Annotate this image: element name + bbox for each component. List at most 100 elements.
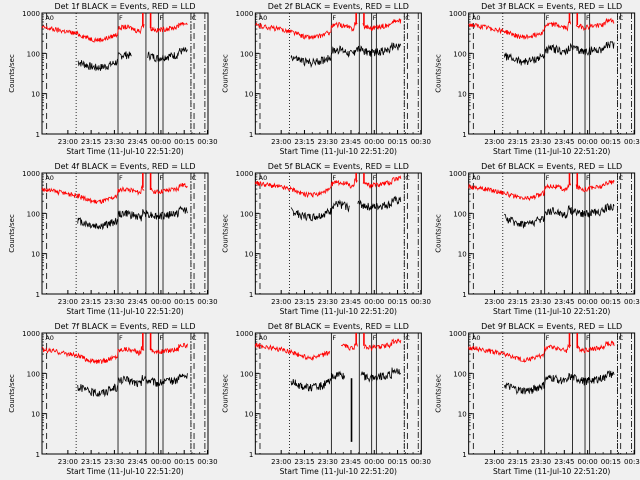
x-tick-label: 23:00 xyxy=(58,458,78,466)
y-tick-label: 1 xyxy=(249,291,253,299)
y-tick-label: 1000 xyxy=(22,170,40,178)
detector-panel: Det 1f BLACK = Events, RED = LLD 1000 100 1… xyxy=(8,2,218,156)
x-tick-label: 23:45 xyxy=(554,458,574,466)
marker-label: F xyxy=(332,334,336,342)
marker-label: F xyxy=(119,14,123,22)
x-axis-label: Start Time (11-Jul-10 22:51:20) xyxy=(493,467,610,476)
marker-label: A0 xyxy=(472,334,481,342)
x-tick-label: 23:15 xyxy=(81,458,101,466)
marker-label: F xyxy=(373,334,377,342)
y-axis-label: Counts/sec xyxy=(8,214,16,253)
x-tick-label: 00:15 xyxy=(387,298,407,306)
y-tick-label: 100 xyxy=(453,50,466,58)
x-tick-label: 23:15 xyxy=(294,138,314,146)
x-tick-label: 23:45 xyxy=(341,138,361,146)
x-tick-label: 23:15 xyxy=(294,458,314,466)
y-axis-label: Counts/sec xyxy=(435,374,443,413)
x-tick-label: 00:15 xyxy=(601,298,621,306)
marker-label: A0 xyxy=(45,14,54,22)
x-tick-label: 00:00 xyxy=(364,458,384,466)
x-tick-label: 00:30 xyxy=(624,298,640,306)
lld-series-line xyxy=(254,338,402,362)
marker-label: A0 xyxy=(259,14,268,22)
y-tick-label: 10 xyxy=(244,251,253,259)
x-tick-label: 23:45 xyxy=(554,138,574,146)
marker-label: C xyxy=(192,334,197,342)
marker-label: F xyxy=(119,334,123,342)
x-tick-label: 23:00 xyxy=(271,458,291,466)
x-axis-label: Start Time (11-Jul-10 22:51:20) xyxy=(280,307,397,316)
x-axis-label: Start Time (11-Jul-10 22:51:20) xyxy=(493,147,610,156)
marker-label: C xyxy=(192,14,197,22)
y-axis-label: Counts/sec xyxy=(221,54,229,93)
marker-label: A0 xyxy=(259,334,268,342)
lld-series-line xyxy=(468,340,615,363)
x-tick-label: 23:15 xyxy=(508,298,528,306)
events-series-line xyxy=(504,203,615,229)
y-axis-label: Counts/sec xyxy=(8,54,16,93)
lld-series-line xyxy=(41,182,188,205)
marker-label: F xyxy=(373,174,377,182)
plot-frame xyxy=(41,172,209,295)
lld-series-line xyxy=(254,175,402,199)
detector-panel: Det 5f BLACK = Events, RED = LLD 1000 100 1… xyxy=(221,162,431,316)
marker-label: F xyxy=(546,14,550,22)
x-axis-label: Start Time (11-Jul-10 22:51:20) xyxy=(280,467,397,476)
y-axis-label: Counts/sec xyxy=(221,214,229,253)
x-tick-label: 00:30 xyxy=(624,458,640,466)
y-tick-label: 1 xyxy=(36,131,40,139)
x-tick-label: 23:30 xyxy=(531,458,551,466)
x-tick-label: 00:15 xyxy=(387,458,407,466)
x-tick-label: 23:45 xyxy=(128,298,148,306)
x-tick-label: 23:15 xyxy=(81,138,101,146)
x-tick-label: 23:15 xyxy=(294,298,314,306)
marker-label: F xyxy=(332,14,336,22)
y-tick-label: 1 xyxy=(249,131,253,139)
marker-label: F xyxy=(546,334,550,342)
x-tick-label: 00:30 xyxy=(411,298,431,306)
marker-label: A0 xyxy=(45,334,54,342)
y-tick-label: 1000 xyxy=(22,10,40,18)
detector-panel: Det 4f BLACK = Events, RED = LLD 1000 100 1… xyxy=(8,162,218,316)
marker-label: A0 xyxy=(259,174,268,182)
y-tick-label: 1 xyxy=(462,451,466,459)
events-series-line xyxy=(290,42,402,69)
marker-label: C xyxy=(619,334,624,342)
y-tick-label: 1 xyxy=(36,291,40,299)
x-tick-label: 23:00 xyxy=(271,138,291,146)
x-tick-label: 23:45 xyxy=(341,458,361,466)
panel-title: Det 5f BLACK = Events, RED = LLD xyxy=(268,162,409,171)
marker-label: F xyxy=(586,14,590,22)
x-tick-label: 00:30 xyxy=(624,138,640,146)
marker-label: F xyxy=(586,334,590,342)
x-tick-label: 00:30 xyxy=(197,138,217,146)
detector-panel: Det 8f BLACK = Events, RED = LLD 1000 100 1… xyxy=(221,322,431,476)
x-tick-label: 23:30 xyxy=(318,458,338,466)
x-tick-label: 23:15 xyxy=(508,458,528,466)
y-tick-label: 100 xyxy=(27,210,40,218)
x-tick-label: 23:15 xyxy=(81,298,101,306)
x-tick-label: 23:15 xyxy=(508,138,528,146)
x-tick-label: 23:45 xyxy=(554,298,574,306)
x-tick-label: 23:30 xyxy=(318,138,338,146)
x-tick-label: 23:00 xyxy=(58,298,78,306)
y-tick-label: 1000 xyxy=(449,10,467,18)
x-tick-label: 00:00 xyxy=(151,298,171,306)
x-tick-label: 23:30 xyxy=(104,298,124,306)
panel-title: Det 8f BLACK = Events, RED = LLD xyxy=(268,322,409,331)
x-tick-label: 00:00 xyxy=(364,138,384,146)
y-tick-label: 100 xyxy=(27,50,40,58)
marker-label: F xyxy=(159,174,163,182)
marker-label: C xyxy=(619,14,624,22)
x-tick-label: 00:15 xyxy=(601,138,621,146)
panel-title: Det 4f BLACK = Events, RED = LLD xyxy=(54,162,195,171)
y-tick-label: 1 xyxy=(249,451,253,459)
y-tick-label: 10 xyxy=(244,91,253,99)
marker-label: A0 xyxy=(472,14,481,22)
y-tick-label: 1000 xyxy=(236,330,254,338)
marker-label: F xyxy=(546,174,550,182)
x-tick-label: 23:30 xyxy=(318,298,338,306)
lld-series-line xyxy=(41,342,188,365)
marker-label: C xyxy=(405,14,410,22)
y-tick-label: 1000 xyxy=(236,170,254,178)
